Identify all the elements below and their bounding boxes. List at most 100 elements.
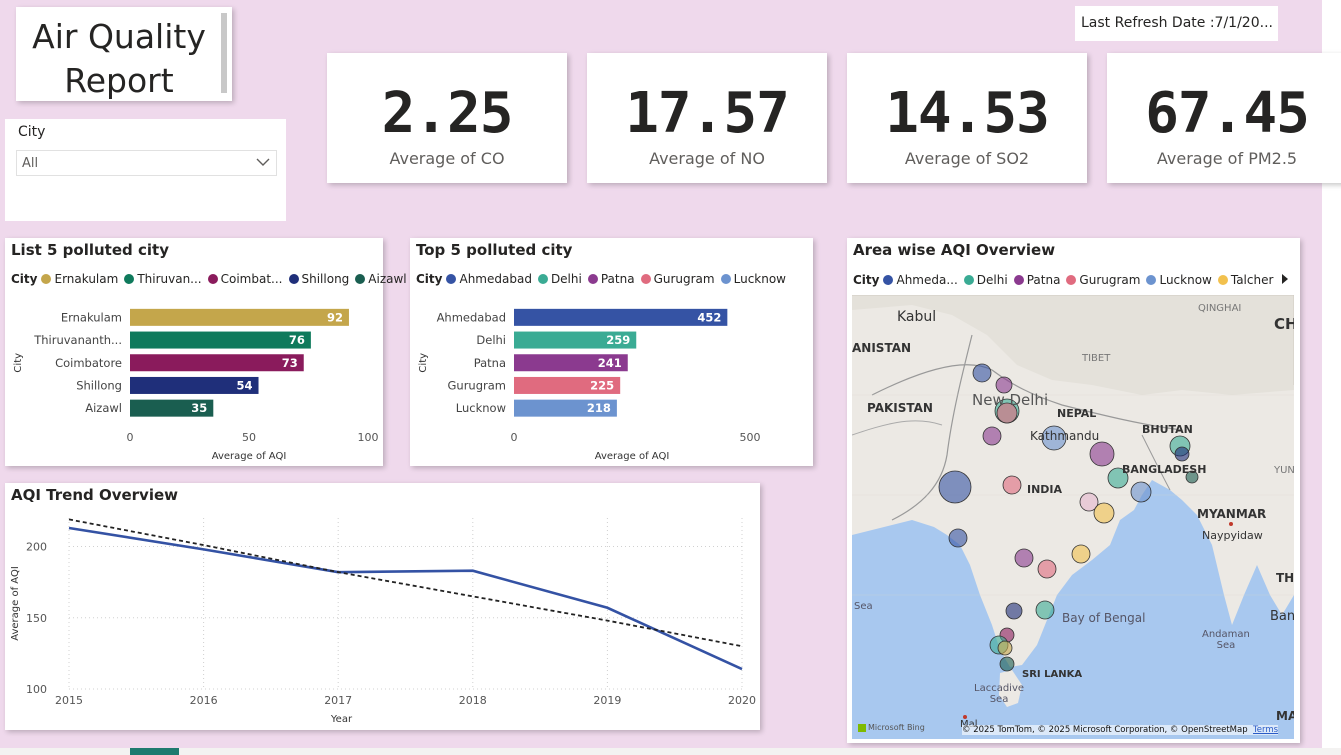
map-label-nepal: NEPAL bbox=[1057, 407, 1097, 420]
legend-dot bbox=[207, 274, 218, 284]
map-label-yun: YUN bbox=[1274, 465, 1294, 476]
map-bubble bbox=[1093, 502, 1115, 524]
legend-item[interactable]: Patna bbox=[1013, 273, 1060, 287]
chart-title: Area wise AQI Overview bbox=[853, 241, 1056, 259]
bar-data-label: 259 bbox=[606, 333, 630, 347]
bar-data-label: 452 bbox=[697, 310, 721, 324]
map-label-anistan: ANISTAN bbox=[852, 341, 912, 355]
legend-item[interactable]: Ahmedabad bbox=[446, 272, 532, 286]
legend-dot bbox=[1217, 275, 1228, 285]
triangle-right-icon[interactable] bbox=[1281, 273, 1289, 287]
legend-item[interactable]: Ahmeda... bbox=[883, 273, 958, 287]
bar-category-label: Ernakulam bbox=[61, 310, 122, 324]
y-tick-label: 200 bbox=[26, 541, 47, 554]
legend-item[interactable]: Ernakulam bbox=[41, 272, 118, 286]
x-axis-title: Year bbox=[330, 714, 353, 725]
least-polluted-chart-card[interactable]: List 5 polluted city City Ernakulam Thir… bbox=[5, 238, 407, 466]
chart-title: List 5 polluted city bbox=[11, 241, 169, 259]
kpi-card-no[interactable]: 17.57 Average of NO bbox=[587, 53, 827, 183]
legend-label: Patna bbox=[600, 272, 635, 286]
map-bubble bbox=[1130, 481, 1152, 503]
bar-data-label: 35 bbox=[191, 401, 207, 415]
kpi-value-no: 17.57 bbox=[625, 81, 790, 146]
border-line bbox=[852, 420, 943, 436]
chart-title: Top 5 polluted city bbox=[416, 241, 573, 259]
bing-logo: Microsoft Bing bbox=[858, 723, 925, 732]
map-bubble bbox=[996, 402, 1018, 424]
legend-dot bbox=[355, 274, 366, 284]
map-label-qinghai: QINGHAI bbox=[1198, 303, 1242, 314]
legend-item[interactable]: Patna bbox=[587, 272, 635, 286]
top-polluted-chart-card[interactable]: Top 5 polluted city City Ahmedabad Delhi… bbox=[410, 238, 813, 466]
kpi-card-so2[interactable]: 14.53 Average of SO2 bbox=[847, 53, 1087, 183]
map-label-bhutan: BHUTAN bbox=[1142, 423, 1193, 436]
map-terms-link[interactable]: Terms bbox=[1253, 725, 1279, 735]
x-tick-label: 2016 bbox=[190, 694, 218, 707]
map-attribution-text: © 2025 TomTom, © 2025 Microsoft Corporat… bbox=[962, 725, 1248, 735]
map-bubble bbox=[999, 656, 1015, 672]
map-bubbles bbox=[938, 363, 1233, 719]
bar-category-label: Lucknow bbox=[456, 401, 506, 415]
bar-data-label: 225 bbox=[590, 378, 614, 392]
legend-dot bbox=[288, 274, 299, 284]
title-scrollbar[interactable] bbox=[221, 13, 227, 93]
map-label-ma: MA bbox=[1276, 709, 1294, 723]
report-title-line2: Report bbox=[64, 61, 174, 100]
legend-dot bbox=[883, 275, 894, 285]
report-title: Air Quality Report bbox=[16, 15, 222, 103]
map-label-bangk: Bangk bbox=[1270, 609, 1294, 624]
bar-data-label: 54 bbox=[237, 378, 253, 392]
legend-item[interactable]: Gurugram bbox=[640, 272, 715, 286]
northern-terrain bbox=[852, 295, 1294, 395]
legend-item[interactable]: Lucknow bbox=[720, 272, 786, 286]
map-bubble bbox=[1041, 425, 1067, 451]
chevron-down-icon[interactable] bbox=[254, 153, 272, 175]
map-bubble bbox=[1002, 475, 1022, 495]
legend-item[interactable]: Delhi bbox=[537, 272, 582, 286]
map-bubble bbox=[995, 376, 1013, 394]
bar bbox=[514, 331, 637, 349]
legend-item[interactable]: Gurugram bbox=[1066, 273, 1140, 287]
bar-category-label: Thiruvananth... bbox=[33, 333, 122, 347]
legend-title: City bbox=[416, 272, 443, 286]
x-tick-label: 2019 bbox=[593, 694, 621, 707]
x-tick-label: 100 bbox=[358, 431, 379, 444]
legend-label: Lucknow bbox=[1159, 273, 1212, 287]
legend-title: City bbox=[853, 273, 880, 287]
legend-label: Delhi bbox=[976, 273, 1008, 287]
bar bbox=[130, 376, 259, 394]
page-tabs-strip bbox=[0, 748, 1341, 755]
bar-category-label: Ahmedabad bbox=[437, 310, 506, 324]
map-attribution[interactable]: © 2025 TomTom, © 2025 Microsoft Corporat… bbox=[962, 725, 1279, 735]
map-bubble bbox=[997, 640, 1013, 656]
kpi-card-co[interactable]: 2.25 Average of CO bbox=[327, 53, 567, 183]
bar-data-label: 76 bbox=[289, 333, 305, 347]
series-line-aqi bbox=[68, 526, 743, 671]
aqi-trend-chart-card[interactable]: AQI Trend Overview 100 150 200 2015 2016 2017… bbox=[5, 483, 760, 730]
legend-label: Gurugram bbox=[653, 272, 715, 286]
legend-item[interactable]: Thiruvan... bbox=[124, 272, 202, 286]
legend-label: Coimbat... bbox=[220, 272, 283, 286]
map-bubble bbox=[1037, 559, 1057, 579]
map-bubble bbox=[1079, 492, 1099, 512]
kpi-label-pm25: Average of PM2.5 bbox=[1156, 149, 1298, 168]
bar-category-label: Patna bbox=[474, 356, 506, 370]
legend-label: Gurugram bbox=[1079, 273, 1141, 287]
x-tick-label: 50 bbox=[242, 431, 256, 444]
page-tab-active[interactable] bbox=[130, 748, 179, 755]
kpi-card-pm25[interactable]: 67.45 Average of PM2.5 bbox=[1107, 53, 1341, 183]
legend-item[interactable]: Aizawl bbox=[355, 272, 407, 286]
x-tick-label: 2017 bbox=[324, 694, 352, 707]
legend-dot bbox=[587, 274, 598, 284]
area-aqi-map-card[interactable]: Area wise AQI Overview City Ahmeda... De… bbox=[847, 238, 1300, 743]
legend-item[interactable]: Delhi bbox=[963, 273, 1008, 287]
legend-item[interactable]: Coimbat... bbox=[207, 272, 283, 286]
map-canvas[interactable]: Kabul QINGHAI CH ANISTAN TIBET New Delhi… bbox=[852, 295, 1294, 739]
legend-item[interactable]: Lucknow bbox=[1146, 273, 1212, 287]
map-bubble bbox=[1071, 544, 1091, 564]
x-tick-label: 0 bbox=[511, 431, 518, 444]
legend-item[interactable]: Shillong bbox=[288, 272, 349, 286]
city-slicer: City All bbox=[5, 119, 286, 221]
legend-item[interactable]: Talcher bbox=[1217, 273, 1273, 287]
city-dropdown[interactable]: All bbox=[16, 150, 277, 176]
